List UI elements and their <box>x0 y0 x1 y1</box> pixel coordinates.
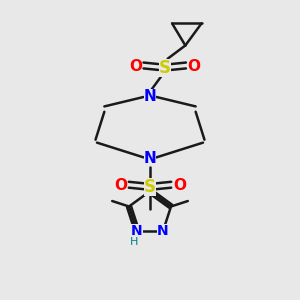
Text: S: S <box>144 178 156 196</box>
Text: O: O <box>114 178 127 193</box>
Text: N: N <box>144 89 156 104</box>
Text: S: S <box>159 58 171 76</box>
Text: N: N <box>144 151 156 166</box>
Text: O: O <box>188 58 201 74</box>
Text: N: N <box>157 224 169 238</box>
Text: H: H <box>130 237 138 248</box>
Text: N: N <box>131 224 143 238</box>
Text: O: O <box>173 178 186 193</box>
Text: O: O <box>129 58 142 74</box>
